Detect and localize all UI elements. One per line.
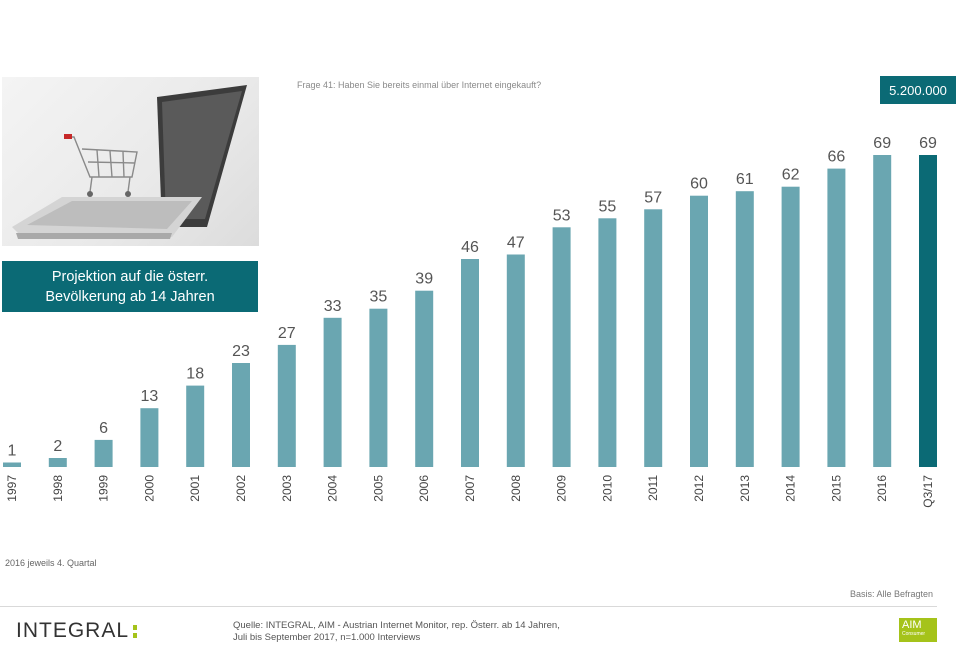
bar-2005	[369, 308, 388, 467]
data-label-2010: 55	[599, 198, 617, 215]
source-note: Quelle: INTEGRAL, AIM - Austrian Interne…	[233, 620, 560, 644]
bar-2013	[735, 191, 754, 467]
bar-2001	[186, 385, 205, 467]
x-tick-label-2014: 2014	[784, 475, 798, 502]
data-label-2008: 47	[507, 235, 525, 252]
integral-logo: INTEGRAL	[16, 619, 138, 643]
data-label-2006: 39	[415, 271, 433, 288]
data-label-2009: 53	[553, 207, 571, 224]
bar-2009	[552, 227, 571, 467]
bar-2010	[598, 218, 617, 467]
x-tick-label-2003: 2003	[280, 475, 294, 502]
data-label-2002: 23	[232, 343, 250, 360]
bar-chart: 1 1997 2 1998 6 1999 13 2000 18 2001 23 2002 27 2003 3…	[3, 135, 937, 508]
bar-2004	[323, 317, 342, 467]
data-label-2013: 61	[736, 171, 754, 188]
data-label-2007: 46	[461, 239, 479, 256]
x-tick-label-2013: 2013	[738, 475, 752, 502]
source-line-2: Juli bis September 2017, n=1.000 Intervi…	[233, 632, 421, 643]
bar-1998	[48, 458, 67, 467]
x-tick-label-2001: 2001	[188, 475, 202, 502]
x-tick-label-2007: 2007	[463, 475, 477, 502]
x-tick-label-2012: 2012	[692, 475, 706, 502]
x-tick-label-2016: 2016	[875, 475, 889, 502]
x-tick-label-2009: 2009	[555, 475, 569, 502]
data-label-2003: 27	[278, 325, 296, 342]
bar-2007	[461, 259, 479, 467]
x-tick-label-2008: 2008	[509, 475, 523, 502]
bar-2003	[277, 344, 296, 467]
laptop-shopping-cart-image	[2, 77, 259, 246]
x-tick-label-2000: 2000	[142, 475, 156, 502]
data-label-2005: 35	[370, 289, 388, 306]
data-label-2014: 62	[782, 167, 800, 184]
integral-logo-text: INTEGRAL	[16, 619, 130, 642]
aim-logo-subtext: Consumer	[902, 631, 926, 637]
x-tick-label-2015: 2015	[829, 475, 843, 502]
bar-2016	[873, 155, 892, 467]
bar-1999	[94, 439, 113, 467]
source-line-1: Quelle: INTEGRAL, AIM - Austrian Interne…	[233, 620, 560, 631]
data-label-1997: 1	[8, 443, 17, 460]
bar-2011	[644, 209, 663, 468]
bar-1997	[3, 462, 21, 467]
x-tick-label-2006: 2006	[417, 475, 431, 502]
x-tick-label-2011: 2011	[646, 475, 660, 501]
data-label-2016: 69	[873, 135, 891, 152]
bar-2015	[827, 168, 846, 467]
data-label-2004: 33	[324, 298, 342, 315]
integral-logo-dots-icon	[133, 624, 138, 638]
x-tick-label-1997: 1997	[5, 475, 19, 502]
bar-2002	[232, 363, 250, 467]
bar-2000	[140, 408, 159, 467]
data-label-2015: 66	[828, 149, 846, 166]
x-tick-label-2002: 2002	[234, 475, 248, 502]
x-tick-label-2004: 2004	[326, 475, 340, 502]
x-tick-label-1998: 1998	[51, 475, 65, 502]
data-label-2001: 18	[186, 366, 204, 383]
data-label-2012: 60	[690, 176, 708, 193]
bar-2012	[690, 195, 708, 467]
data-label-Q3/17: 69	[919, 135, 937, 152]
data-label-1998: 2	[53, 438, 62, 455]
bar-2008	[506, 254, 525, 467]
aim-logo-text: AIM	[902, 619, 922, 631]
projection-label-box: Projektion auf die österr. Bevölkerung a…	[2, 261, 258, 312]
aim-logo: AIM Consumer	[899, 618, 937, 642]
x-tick-label-2010: 2010	[600, 475, 614, 502]
bar-2014	[781, 186, 800, 467]
projection-line-2: Bevölkerung ab 14 Jahren	[45, 288, 215, 305]
projection-line-1: Projektion auf die österr.	[51, 268, 209, 285]
x-tick-label-2005: 2005	[371, 475, 385, 502]
quarter-note: 2016 jeweils 4. Quartal	[5, 558, 97, 568]
question-text: Frage 41: Haben Sie bereits einmal über …	[297, 80, 542, 90]
data-label-2000: 13	[141, 388, 159, 405]
projection-value-badge: 5.200.000	[880, 76, 956, 104]
data-label-2011: 57	[644, 189, 662, 206]
data-label-1999: 6	[99, 420, 108, 437]
footer-divider	[0, 606, 937, 607]
x-tick-label-1999: 1999	[97, 475, 111, 502]
bar-Q3/17	[919, 155, 937, 467]
basis-note: Basis: Alle Befragten	[849, 589, 933, 599]
x-tick-label-Q3/17: Q3/17	[921, 475, 935, 508]
bar-2006	[415, 290, 434, 467]
